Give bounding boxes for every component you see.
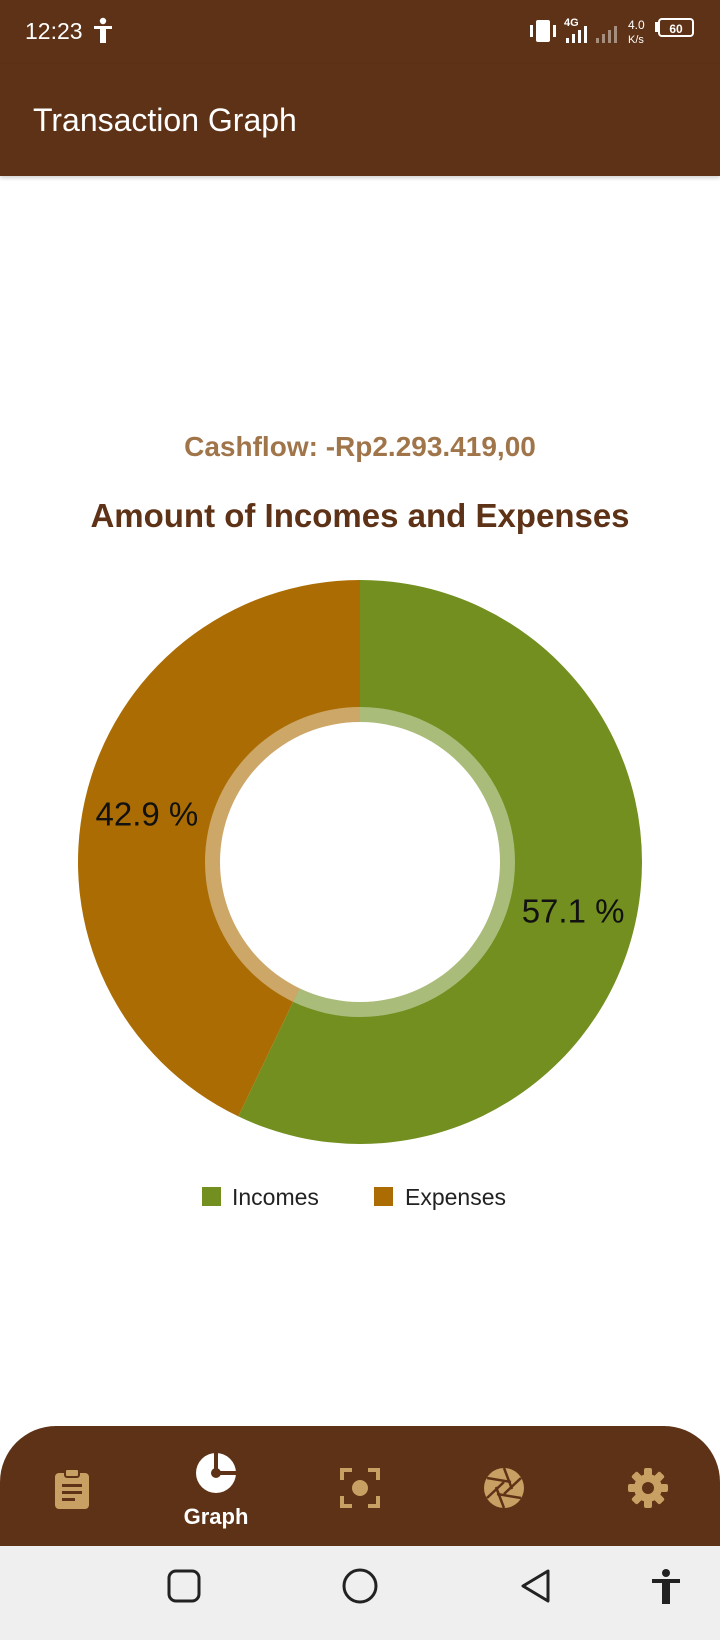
clipboard-icon <box>55 1468 89 1509</box>
speed-unit: K/s <box>628 34 644 46</box>
cashflow-value: Cashflow: -Rp2.293.419,00 <box>184 431 536 462</box>
speed-value: 4.0 <box>628 18 645 32</box>
recents-icon[interactable] <box>166 1568 202 1604</box>
battery-level: 60 <box>669 22 683 36</box>
pie-chart-icon <box>196 1453 236 1493</box>
nav-item-settings[interactable] <box>588 1426 708 1546</box>
back-icon[interactable] <box>518 1568 554 1604</box>
legend-swatch-incomes <box>202 1187 221 1206</box>
nav-item-graph[interactable]: Graph <box>156 1426 276 1546</box>
page-title: Transaction Graph <box>33 102 297 138</box>
app-bar: Transaction Graph <box>0 64 720 176</box>
home-icon[interactable] <box>340 1568 380 1608</box>
signal-icon <box>566 26 587 43</box>
donut-chart[interactable]: 57.1 % 42.9 % Incomes Expenses <box>0 560 720 1220</box>
chart-legend: Incomes Expenses <box>202 1184 506 1210</box>
network-type: 4G <box>564 17 579 29</box>
chart-hole <box>220 722 500 1002</box>
vibrate-icon <box>530 20 556 42</box>
slice-label-expenses: 42.9 % <box>96 796 199 833</box>
gear-icon <box>628 1468 668 1508</box>
legend-swatch-expenses <box>374 1187 393 1206</box>
nav-item-camera[interactable] <box>444 1426 564 1546</box>
nav-label-graph: Graph <box>183 1504 249 1529</box>
legend-label-incomes: Incomes <box>232 1184 319 1210</box>
signal-weak-icon <box>596 26 617 43</box>
accessibility-status-icon <box>94 17 112 43</box>
battery-icon: 60 <box>655 18 694 37</box>
aperture-icon <box>484 1467 524 1509</box>
nav-item-transactions[interactable] <box>12 1426 132 1546</box>
status-bar: 12:23 4G 4.0 K/s 60 <box>0 0 720 64</box>
chart-slice-labels: 57.1 % 42.9 % <box>96 796 625 930</box>
system-navigation-bar <box>0 1546 720 1640</box>
accessibility-icon[interactable] <box>650 1568 682 1606</box>
slice-label-incomes: 57.1 % <box>522 892 625 929</box>
bottom-navigation: Graph <box>0 1426 720 1546</box>
legend-label-expenses: Expenses <box>405 1184 506 1210</box>
scan-icon <box>340 1468 380 1508</box>
status-indicators: 4G 4.0 K/s 60 <box>530 17 694 46</box>
status-time: 12:23 <box>25 18 83 44</box>
chart-title: Amount of Incomes and Expenses <box>90 497 630 534</box>
nav-item-scan[interactable] <box>300 1426 420 1546</box>
